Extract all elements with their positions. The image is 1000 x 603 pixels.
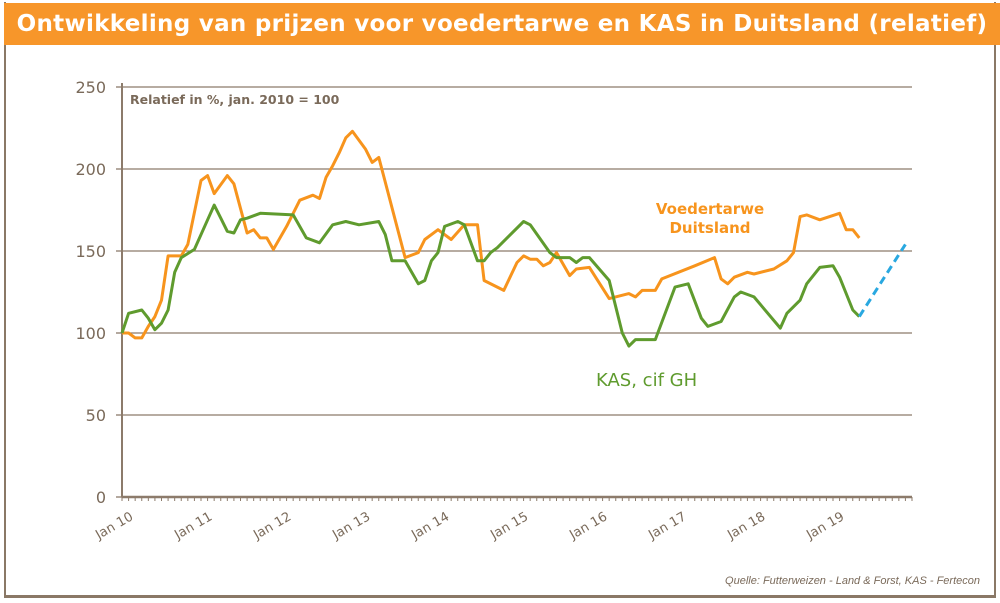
x-tick-label: Jan 14 <box>408 509 452 543</box>
series-label-voedertarwe: Duitsland <box>669 219 750 237</box>
x-tick-label: Jan 11 <box>171 509 215 543</box>
y-tick-label: 0 <box>96 488 106 507</box>
series-label-kas: KAS, cif GH <box>596 370 697 391</box>
x-tick-label: Jan 18 <box>724 509 768 543</box>
x-tick-label: Jan 13 <box>329 509 373 543</box>
source-note: Quelle: Futterweizen - Land & Forst, KAS… <box>725 575 980 587</box>
forecast-line <box>858 243 907 318</box>
x-tick-label: Jan 10 <box>92 509 136 543</box>
x-tick-label: Jan 15 <box>487 509 531 543</box>
series-label-voedertarwe: Voedertarwe <box>656 200 764 218</box>
y-tick-label: 200 <box>75 160 106 179</box>
x-tick-label: Jan 19 <box>803 509 847 543</box>
y-tick-label: 250 <box>75 78 106 97</box>
chart-frame <box>4 2 996 598</box>
x-tick-label: Jan 16 <box>566 509 610 543</box>
series-line-kas <box>120 203 861 348</box>
x-tick-label: Jan 12 <box>250 509 294 543</box>
chart-title: Ontwikkeling van prijzen voor voedertarw… <box>4 3 1000 45</box>
x-tick-label: Jan 17 <box>645 509 689 543</box>
y-tick-label: 150 <box>75 242 106 261</box>
y-tick-label: 100 <box>75 324 106 343</box>
chart-subtitle: Relatief in %, jan. 2010 = 100 <box>130 92 340 107</box>
series-line-voedertarwe <box>122 129 861 340</box>
y-tick-label: 50 <box>86 406 106 425</box>
